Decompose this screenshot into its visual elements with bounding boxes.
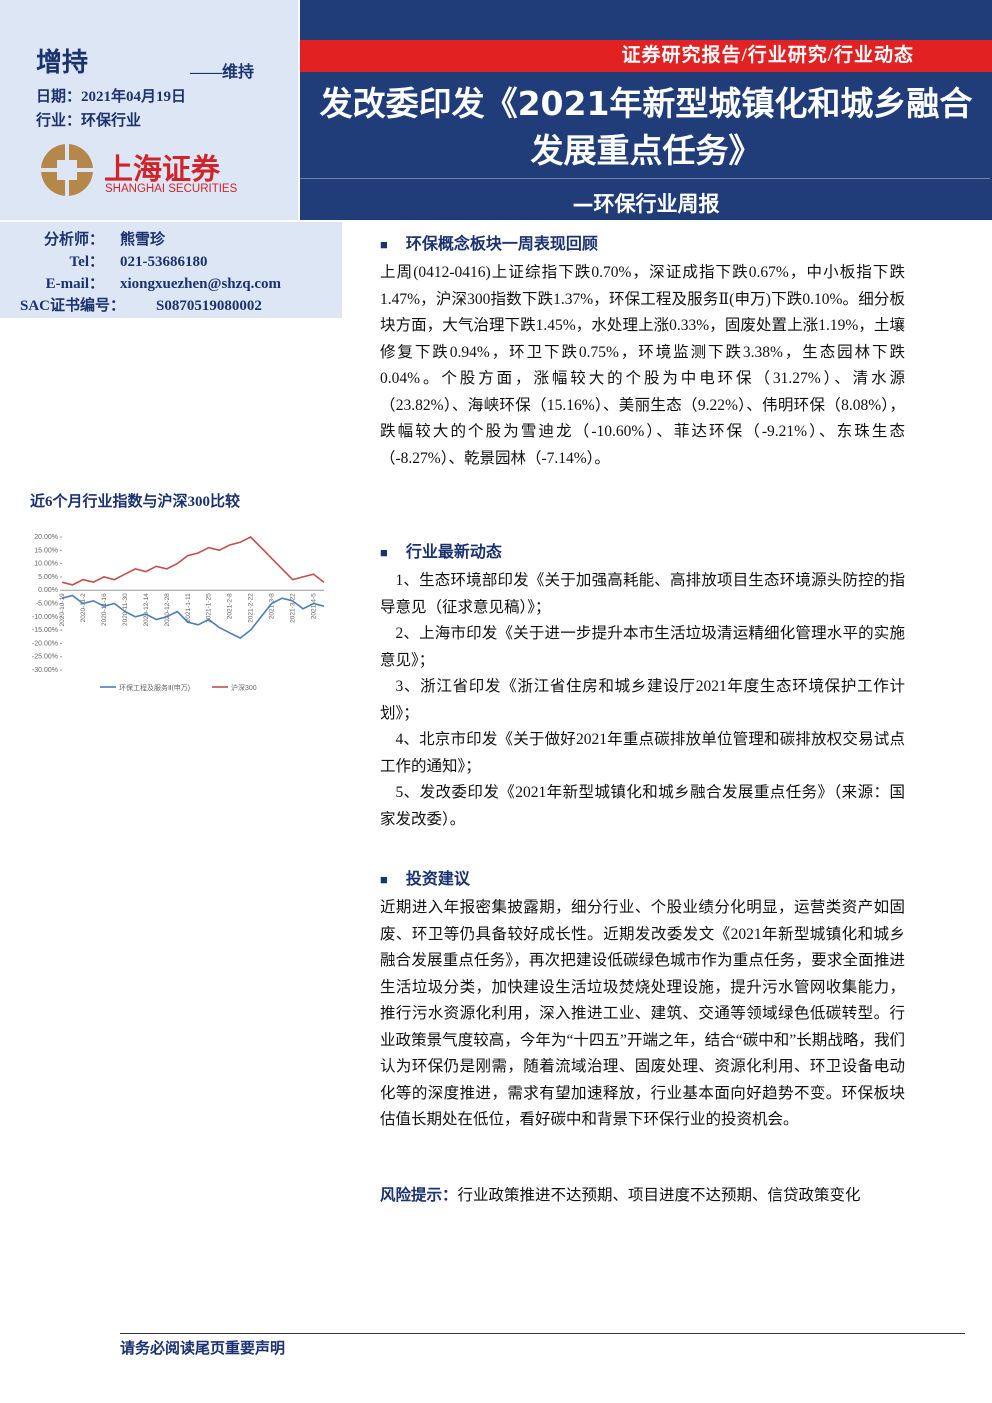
footer: 请务必阅读尾页重要声明 xyxy=(120,1341,286,1357)
y-tick-label: -25.00% xyxy=(32,654,58,661)
header-left: 增持 ——维持 日期：2021年04月19日 行业：环保行业 上海证券 SHAN… xyxy=(0,0,298,220)
x-tick-label: 2021-1-25 xyxy=(206,593,213,623)
logo-cn: 上海证券 xyxy=(104,152,221,186)
x-tick-label: 2020-12-28 xyxy=(164,593,171,627)
y-tick-label: 10.00% xyxy=(34,561,58,568)
series-line xyxy=(61,594,325,640)
logo-en: SHANGHAI SECURITIES xyxy=(105,183,238,195)
x-tick-label: 2020-10-19 xyxy=(59,593,66,627)
industry-label: 行业： xyxy=(36,113,82,129)
rating-note: ——维持 xyxy=(190,64,255,81)
paragraph: 3、浙江省印发《浙江省住房和城乡建设厅2021年度生态环境保护工作计划》； xyxy=(380,678,905,722)
analyst-value: 021-53686180 xyxy=(120,254,208,270)
analyst-row: Tel： 021-53686180 xyxy=(20,250,208,271)
section-heading: 环保概念板块一周表现回顾 xyxy=(380,230,905,254)
analyst-value: xiongxuezhen@shzq.com xyxy=(120,276,282,292)
report-category: 证券研究报告/行业研究/行业动态 xyxy=(300,40,992,72)
report-title: 发改委印发《2021年新型城镇化和城乡融合发展重点任务》 xyxy=(319,84,973,170)
analyst-row: SAC证书编号： S0870519080002 xyxy=(20,294,262,315)
paragraph: 2、上海市印发《关于进一步提升本市生活垃圾清运精细化管理水平的实施意见》； xyxy=(380,625,905,669)
y-tick-label: -20.00% xyxy=(32,640,58,647)
risk-label: 风险提示： xyxy=(380,1187,458,1204)
date: 2021年04月19日 xyxy=(81,89,187,105)
section: 投资建议近期进入年报密集披露期，细分行业、个股业绩分化明显，运营类资产如固废、环… xyxy=(380,865,905,1134)
report-subtitle: —环保行业周报 xyxy=(572,192,720,216)
risk: 风险提示：行业政策推进不达预期、项目进度不达预期、信贷政策变化 xyxy=(380,1183,905,1210)
x-tick-label: 2020-11-16 xyxy=(101,593,108,626)
paragraph: 4、北京市印发《关于做好2021年重点碳排放单位管理和碳排放权交易试点工作的通知… xyxy=(380,731,905,775)
series-line xyxy=(61,536,325,586)
rating: 增持 xyxy=(36,48,89,77)
section-heading: 投资建议 xyxy=(380,865,905,889)
y-tick-label: 5.00% xyxy=(38,574,58,581)
analyst-box: 分析师： 熊雪珍 Tel： 021-53686180 E-mail： xiongxuezh… xyxy=(0,222,342,318)
analyst-row: 分析师： 熊雪珍 xyxy=(20,228,165,249)
section: 环保概念板块一周表现回顾上周(0412-0416)上证综指下跌0.70%，深证成… xyxy=(380,230,905,472)
y-tick-label: -30.00% xyxy=(32,667,58,674)
x-tick-label: 2021-2-22 xyxy=(248,593,255,623)
x-tick-label: 2021-2-8 xyxy=(227,593,234,619)
section: 行业最新动态 1、生态环境部印发《关于加强高耗能、高排放项目生态环境源头防控的指导… xyxy=(380,538,905,833)
analyst-label: Tel： xyxy=(69,254,104,270)
x-tick-label: 2021-3-8 xyxy=(269,593,276,619)
banner xyxy=(300,0,992,220)
analyst-label: E-mail： xyxy=(45,276,104,292)
x-tick-label: 2021-4-5 xyxy=(311,593,318,619)
paragraph: 近期进入年报密集披露期，细分行业、个股业绩分化明显，运营类资产如固废、环卫等仍具… xyxy=(380,899,905,1128)
paragraph: 1、生态环境部印发《关于加强高耗能、高排放项目生态环境源头防控的指导意见（征求意… xyxy=(380,572,905,616)
chart-title: 近6个月行业指数与沪深300比较 xyxy=(30,492,240,510)
y-tick-label: 0.00% xyxy=(38,587,58,594)
x-tick-label: 2021-1-11 xyxy=(185,593,192,623)
x-tick-label: 2020-11-2 xyxy=(80,593,87,623)
legend-label: 沪深300 xyxy=(231,683,257,692)
analyst-label: SAC证书编号： xyxy=(20,298,126,314)
analyst-value: 熊雪珍 xyxy=(120,232,166,248)
industry: 环保行业 xyxy=(81,113,142,129)
y-tick-label: -10.00% xyxy=(32,614,58,621)
paragraph: 5、发改委印发《2021年新型城镇化和城乡融合发展重点任务》（来源：国家发改委）… xyxy=(380,784,905,828)
y-tick-label: -5.00% xyxy=(36,601,58,608)
analyst-label: 分析师： xyxy=(43,232,104,248)
x-tick-label: 2021-3-22 xyxy=(290,593,297,623)
y-tick-label: 15.00% xyxy=(34,547,58,554)
section-heading: 行业最新动态 xyxy=(380,538,905,562)
logo-icon xyxy=(41,144,93,196)
chart: 近6个月行业指数与沪深300比较 20.00% 15.00% 10.00% 5.00%… xyxy=(30,492,325,692)
y-tick-label: 20.00% xyxy=(34,534,58,541)
x-tick-label: 2020-11-30 xyxy=(122,593,129,626)
date-label: 日期： xyxy=(36,89,82,105)
risk-text: 行业政策推进不达预期、项目进度不达预期、信贷政策变化 xyxy=(457,1187,861,1204)
legend-label: 环保工程及服务Ⅱ(申万) xyxy=(119,683,190,692)
y-tick-label: -15.00% xyxy=(32,627,58,634)
x-tick-label: 2020-12-14 xyxy=(143,593,150,627)
analyst-row: E-mail： xiongxuezhen@shzq.com xyxy=(20,272,281,293)
paragraph: 上周(0412-0416)上证综指下跌0.70%，深证成指下跌0.67%，中小板… xyxy=(380,264,905,467)
analyst-value: S0870519080002 xyxy=(156,298,262,314)
